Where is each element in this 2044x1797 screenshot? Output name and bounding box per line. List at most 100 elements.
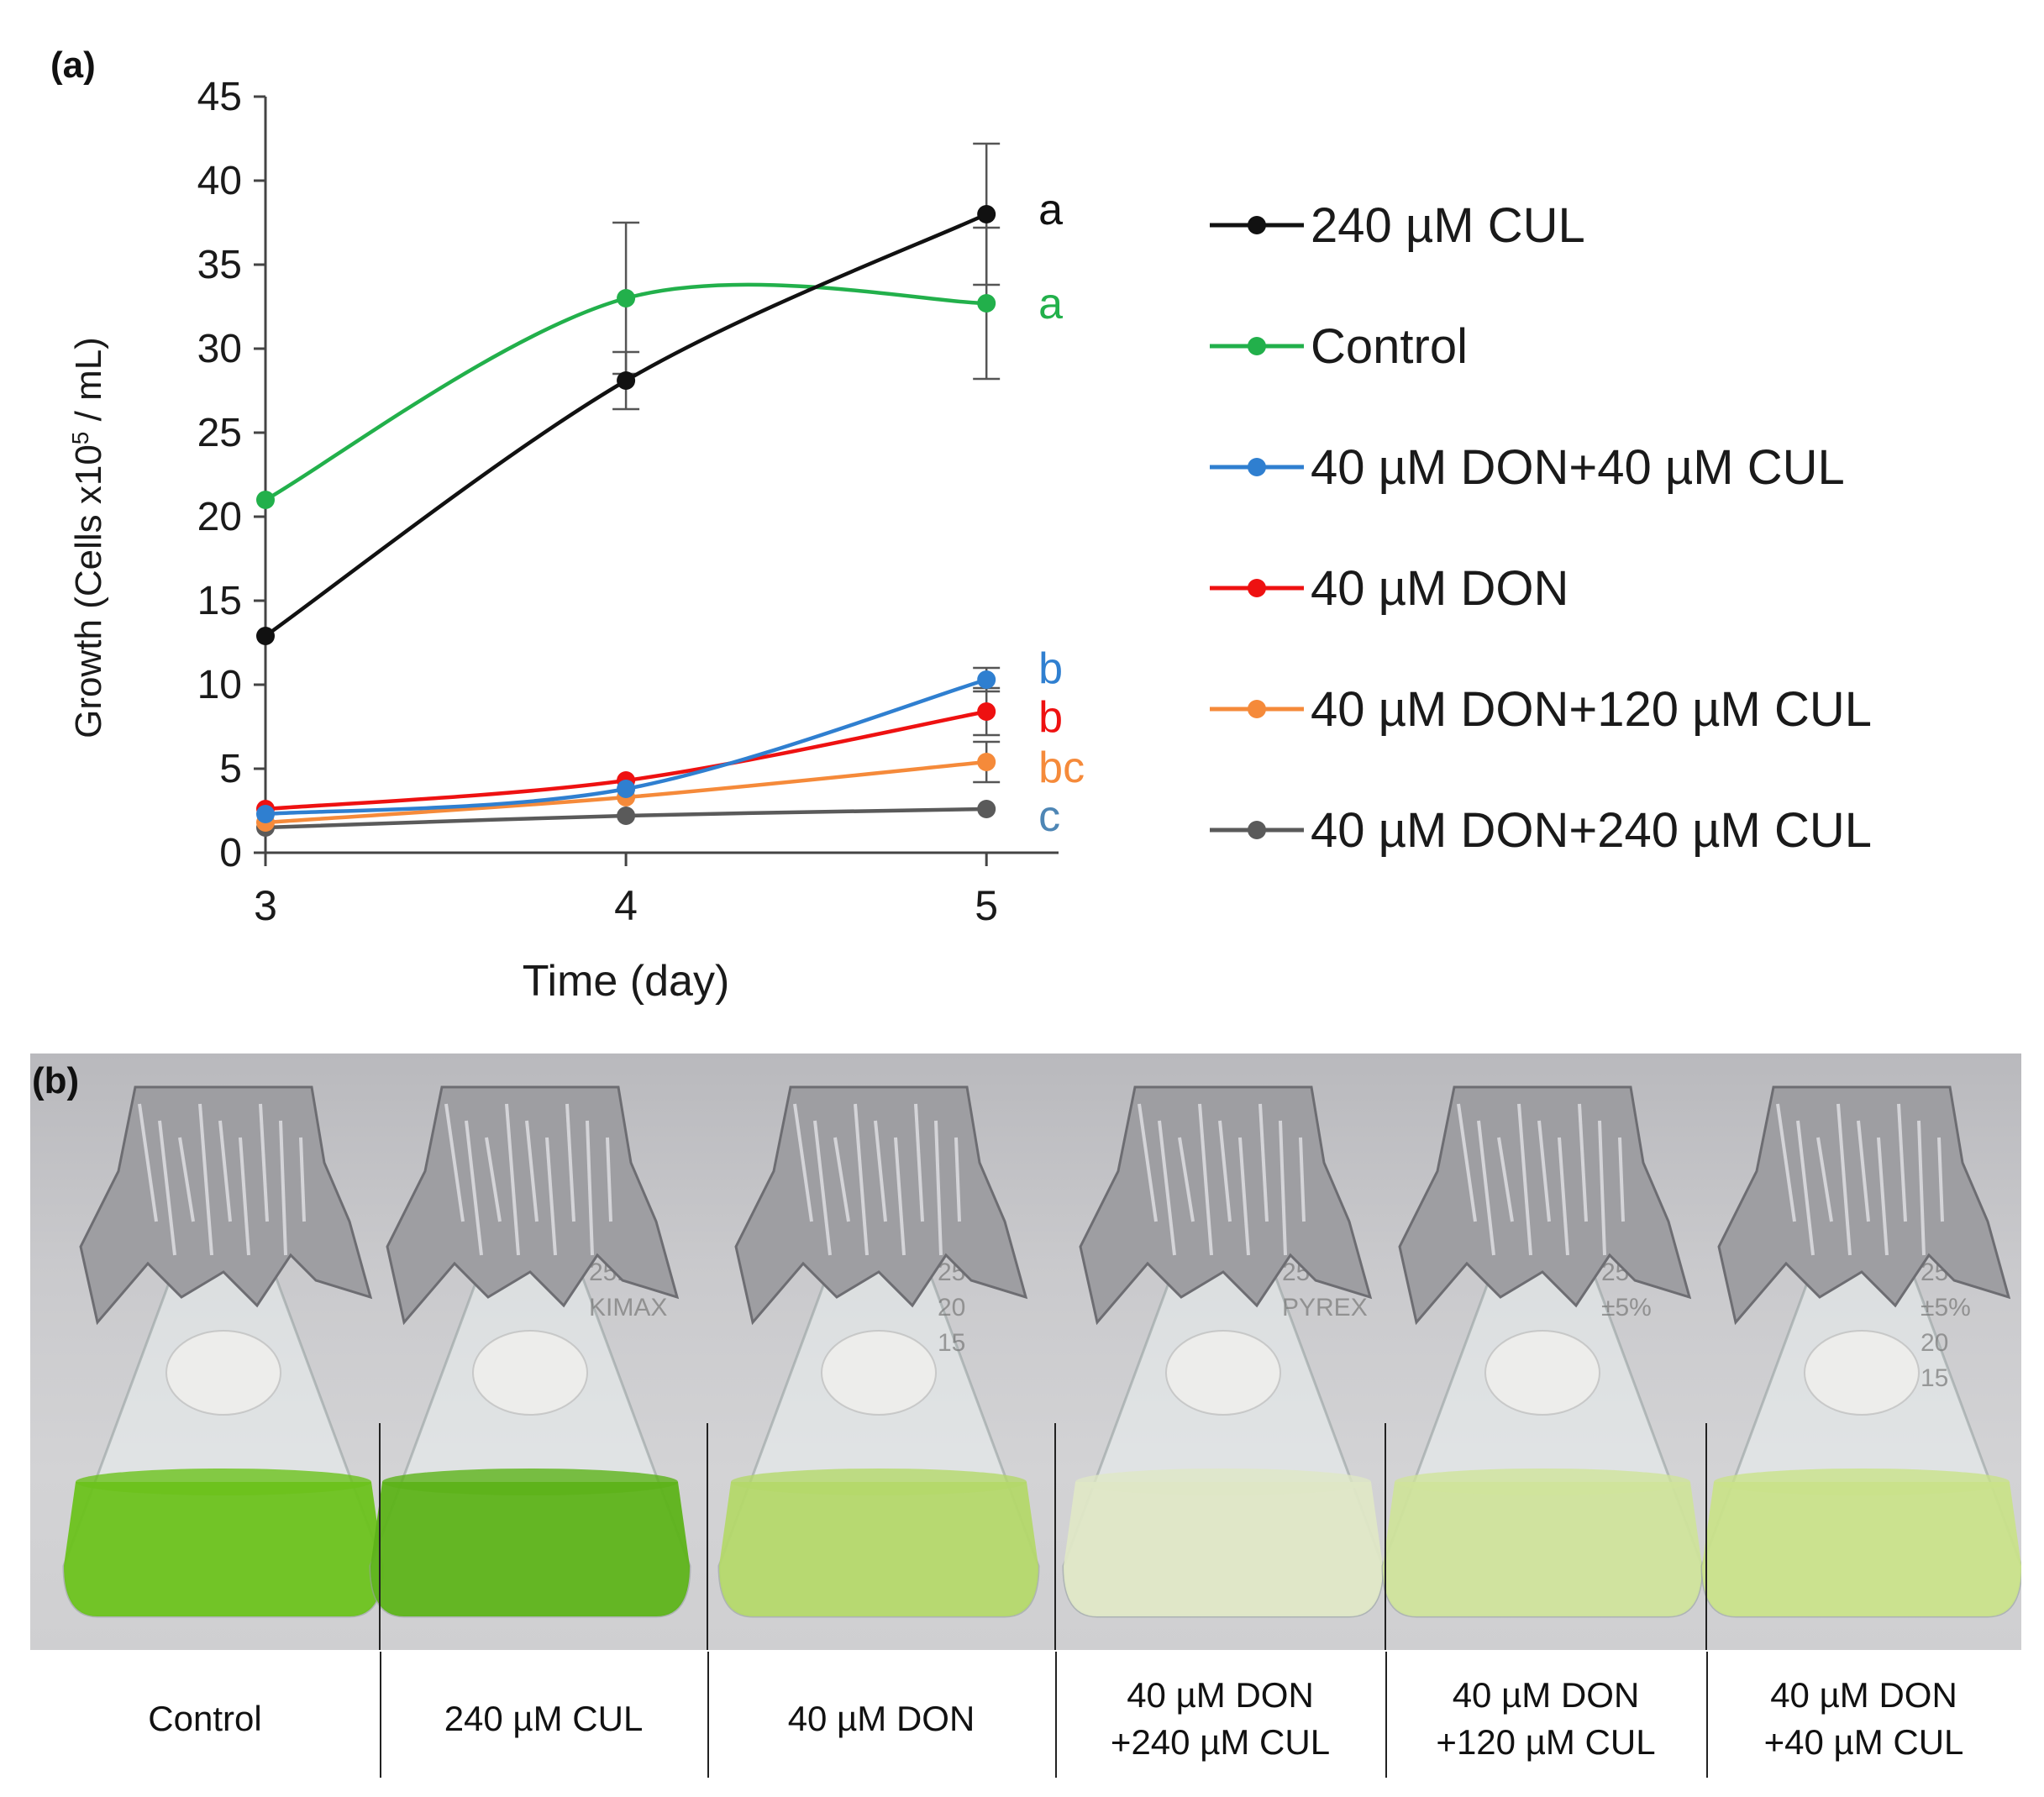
flask-label-patch — [821, 1330, 937, 1416]
foil-highlight — [1897, 1103, 1907, 1222]
foil-cap — [1079, 1085, 1373, 1326]
significance-letter: b — [1038, 693, 1063, 742]
foil-highlight — [854, 1103, 869, 1256]
legend-label: 40 µM DON+40 µM CUL — [1311, 440, 1845, 495]
liquid-surface — [1395, 1469, 1690, 1495]
liquid-surface — [1075, 1469, 1371, 1495]
y-tick-label: 30 — [197, 327, 242, 371]
data-point — [256, 491, 275, 509]
caption-divider — [380, 1652, 381, 1778]
significance-letter: a — [1038, 186, 1063, 234]
foil-highlight — [1198, 1103, 1213, 1256]
foil-highlight — [198, 1103, 213, 1256]
foil-highlight — [1816, 1137, 1833, 1222]
flask: 25±5% — [1381, 1085, 1704, 1618]
y-tick-label: 5 — [219, 747, 242, 791]
y-tick-label: 25 — [197, 411, 242, 455]
data-point — [617, 289, 636, 307]
foil-highlight — [1477, 1120, 1495, 1256]
data-point — [977, 702, 996, 721]
foil-highlight — [1497, 1137, 1514, 1222]
y-tick-label: 45 — [197, 75, 242, 119]
y-tick-label: 40 — [197, 159, 242, 203]
flask-graduation-text: ±5% — [1601, 1294, 1652, 1321]
foil-highlight — [894, 1137, 906, 1256]
liquid-surface — [76, 1469, 371, 1495]
foil-highlight — [833, 1137, 850, 1222]
foil-highlight — [606, 1137, 612, 1222]
flask-liquid — [1383, 1482, 1702, 1616]
foil-highlight — [1598, 1120, 1606, 1256]
foil-highlight — [934, 1120, 943, 1256]
foil-highlight — [1238, 1137, 1250, 1256]
data-point — [977, 800, 996, 818]
foil-highlight — [1258, 1103, 1269, 1222]
y-label-tail: / mL) — [68, 337, 109, 431]
foil-highlight — [793, 1103, 813, 1222]
legend-swatch-marker — [1248, 458, 1266, 476]
foil-highlight — [1178, 1137, 1195, 1222]
flask-caption: Control — [148, 1699, 262, 1738]
y-axis-label: Growth (Cells x105 / mL) — [67, 337, 110, 738]
y-tick-label: 0 — [219, 831, 242, 875]
foil-highlight — [138, 1103, 158, 1222]
legend-label: 40 µM DON+240 µM CUL — [1311, 803, 1872, 858]
liquid-surface — [382, 1469, 678, 1495]
foil-highlight — [218, 1120, 232, 1222]
legend-label: Control — [1311, 319, 1468, 374]
data-point — [617, 780, 636, 798]
foil-highlight — [954, 1137, 961, 1222]
foil-highlight — [1218, 1120, 1232, 1222]
foil-highlight — [1537, 1120, 1551, 1222]
svg-text:Growth (Cells x105 / mL): Growth (Cells x105 / mL) — [67, 337, 110, 738]
flask-caption: 240 µM CUL — [444, 1699, 644, 1738]
foil-cap — [79, 1085, 373, 1326]
foil-highlight — [1558, 1137, 1569, 1256]
legend-swatch-marker — [1248, 579, 1266, 597]
flask-graduation-text: PYREX — [1282, 1294, 1368, 1321]
foil-highlight — [874, 1120, 887, 1222]
foil-highlight — [178, 1137, 195, 1222]
flask-liquid — [370, 1482, 690, 1616]
foil-cap — [1398, 1085, 1692, 1326]
flask-liquid — [1702, 1482, 2021, 1616]
flask-liquid — [64, 1482, 383, 1616]
y-label-superscript: 5 — [67, 432, 93, 445]
foil-highlight — [239, 1137, 250, 1256]
flask-graduation-text: 20 — [1921, 1329, 1948, 1357]
data-point — [256, 805, 275, 823]
panel-b-label: (b) — [32, 1060, 80, 1101]
foil-highlight — [586, 1120, 594, 1256]
x-axis-label: Time (day) — [523, 957, 730, 1006]
flask: 25mlKIMAX — [369, 1085, 691, 1618]
data-point — [977, 753, 996, 771]
flask-graduation-text: KIMAX — [589, 1294, 667, 1321]
foil-highlight — [1877, 1137, 1889, 1256]
legend-swatch-marker — [1248, 216, 1266, 234]
flask-caption: 40 µM DON — [787, 1699, 975, 1738]
flask-captions: Control 240 µM CUL 40 µM DON 40 µM DON +240… — [30, 1652, 2021, 1786]
y-label-main: Growth (Cells x10 — [68, 444, 109, 738]
y-tick-label: 20 — [197, 495, 242, 539]
data-point — [256, 627, 275, 645]
flask-graduation-text: 15 — [938, 1329, 965, 1357]
panel-a-label: (a) — [50, 45, 96, 86]
caption-divider — [1385, 1652, 1387, 1778]
foil-highlight — [465, 1120, 483, 1256]
foil-highlight — [565, 1103, 575, 1222]
significance-letter: b — [1038, 644, 1063, 693]
foil-highlight — [1299, 1137, 1306, 1222]
flask-caption: 40 µM DON +40 µM CUL — [1763, 1675, 1964, 1762]
x-tick-label: 4 — [614, 882, 638, 929]
data-point — [977, 670, 996, 689]
foil-highlight — [1776, 1103, 1796, 1222]
foil-highlight — [279, 1120, 287, 1256]
foil-highlight — [1138, 1103, 1158, 1222]
caption-divider — [1055, 1652, 1057, 1778]
foil-highlight — [1618, 1137, 1625, 1222]
flask-label-patch — [166, 1330, 281, 1416]
data-point — [617, 807, 636, 825]
